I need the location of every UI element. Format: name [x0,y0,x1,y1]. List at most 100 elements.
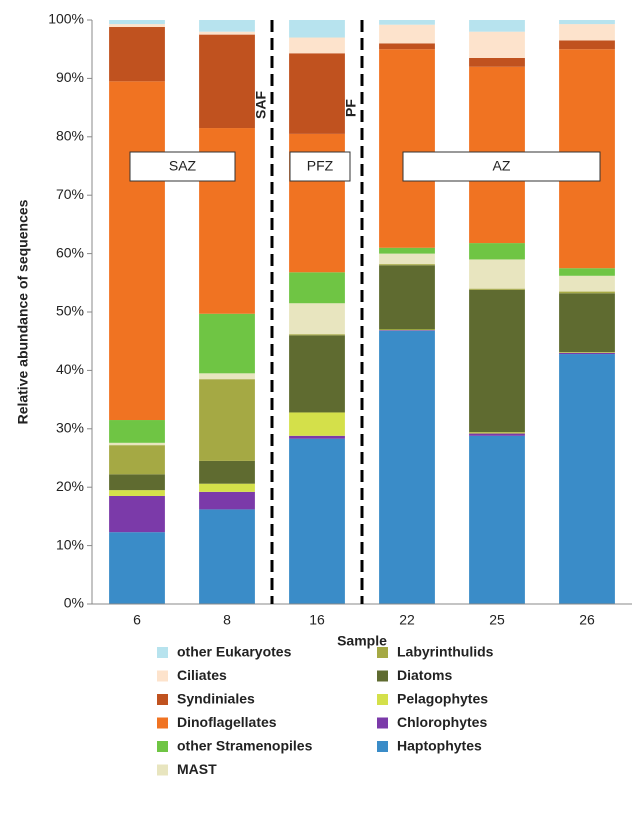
y-tick-label: 10% [56,536,84,552]
bar-segment [109,495,165,533]
y-tick-label: 30% [56,420,84,436]
bar-segment [379,253,435,265]
bar-segment [559,40,615,50]
bar-segment [199,509,255,604]
legend-swatch [157,717,168,729]
legend-swatch [377,670,388,682]
bar-segment [379,49,435,248]
legend-label: other Stramenopiles [177,738,313,754]
zone-box [129,151,236,182]
bar-segment [379,24,435,44]
bar-segment [289,303,345,335]
legend-label: Dinoflagellates [177,714,277,730]
y-tick-label: 50% [56,303,84,319]
bar-segment [289,435,345,439]
bar-segment [559,352,615,353]
legend-swatch [157,764,168,776]
x-tick-label: 25 [489,612,505,628]
legend-swatch [377,741,388,752]
legend-swatch [377,647,388,658]
bar-segment [469,435,525,604]
legend-label: Haptophytes [397,738,482,754]
bar-segment [199,31,255,35]
bar-segment [109,445,165,475]
legend-swatch [157,647,168,658]
bar-segment [289,334,345,336]
x-tick-label: 26 [579,612,595,628]
bar-segment [379,247,435,254]
bar-segment [289,335,345,413]
y-tick-label: 70% [56,186,84,202]
zone-box [289,151,351,182]
y-tick-label: 0% [64,595,84,611]
bar-segment [199,34,255,129]
bar-segment [109,81,165,421]
bar-segment [109,490,165,496]
bar-segment [559,20,615,25]
bar-segment [559,293,615,353]
legend-label: MAST [177,761,217,777]
zone-box [402,151,601,182]
bar-segment [469,433,525,436]
bar-segment [379,330,435,604]
legend-label: Ciliates [177,667,227,683]
bar-segment [469,31,525,58]
bar-segment [469,259,525,289]
x-axis-label: Sample [337,633,387,649]
legend-label: Chlorophytes [397,714,487,730]
bar-segment [559,352,615,355]
legend-label: Syndiniales [177,691,255,707]
front-label: SAF [253,91,269,119]
bar-segment [199,373,255,380]
legend-label: other Eukaryotes [177,644,292,660]
bar-segment [109,474,165,491]
bar-segment [379,20,435,25]
legend-label: Pelagophytes [397,691,488,707]
bar-segment [469,57,525,67]
bar-segment [469,288,525,290]
bar-segment [199,20,255,32]
y-tick-label: 90% [56,69,84,85]
bar-segment [109,532,165,604]
bar-segment [559,275,615,292]
bar-segment [289,37,345,54]
legend-swatch [157,741,168,752]
bar-segment [289,272,345,304]
y-axis-label: Relative abundance of sequences [15,199,31,424]
bar-segment [289,20,345,38]
bar-segment [559,268,615,276]
bar-segment [199,379,255,461]
bar-segment [199,483,255,492]
bar-segment [109,20,165,25]
bar-segment [469,243,525,260]
y-tick-label: 40% [56,361,84,377]
bar-segment [559,354,615,604]
legend-label: Diatoms [397,667,452,683]
bar-segment [379,264,435,266]
x-tick-label: 22 [399,612,415,628]
zone-label: AZ [493,158,511,174]
zone-label: PFZ [307,158,334,174]
legend-label: Labyrinthulids [397,644,494,660]
x-tick-label: 6 [133,612,141,628]
bar-segment [109,442,165,446]
y-tick-label: 100% [48,11,84,27]
bar-segment [379,265,435,330]
bar-segment [559,24,615,41]
legend-swatch [377,694,388,705]
bar-segment [379,330,435,331]
y-tick-label: 20% [56,478,84,494]
legend-swatch [377,717,388,729]
bar-segment [199,491,255,510]
y-tick-label: 60% [56,244,84,260]
bar-segment [289,438,345,604]
bar-segment [109,27,165,82]
y-tick-label: 80% [56,128,84,144]
bar-segment [379,43,435,50]
bar-segment [559,291,615,294]
legend-swatch [157,670,168,682]
x-tick-label: 16 [309,612,325,628]
bar-segment [289,53,345,134]
front-label: PF [343,99,359,117]
